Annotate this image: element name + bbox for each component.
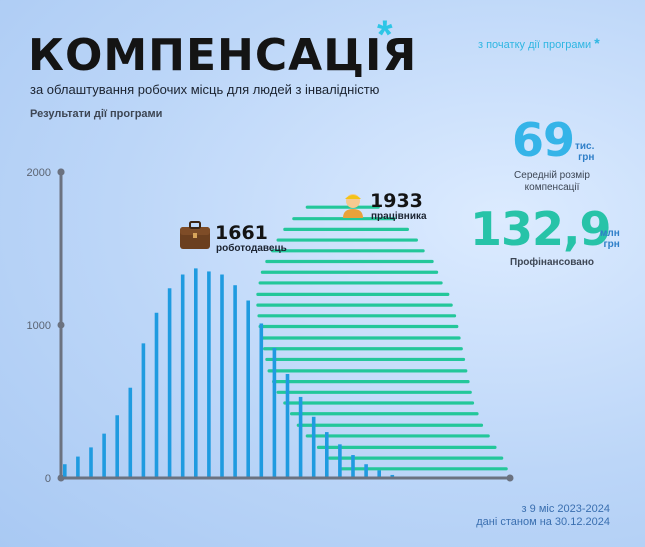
workers-bar	[265, 259, 434, 264]
workers-bar	[267, 369, 468, 373]
footer-period: з 9 міс 2023-2024	[521, 503, 610, 515]
employers-bar	[207, 271, 211, 478]
since-label: з початку дії програми	[478, 39, 592, 51]
funded-unit: млн грн	[600, 228, 620, 250]
funded-label: Профінансовано	[510, 257, 594, 268]
workers-bar	[260, 336, 461, 340]
employers-bar	[285, 373, 290, 478]
workers-label: працівника	[371, 211, 427, 222]
employers-bar	[115, 415, 119, 478]
employers-bar	[76, 456, 80, 478]
employers-bar	[298, 396, 303, 478]
employers-bar	[377, 470, 381, 478]
title-asterisk: *	[377, 13, 393, 57]
employers-bar	[390, 474, 395, 478]
employers-bar	[364, 464, 368, 478]
employers-bar	[180, 274, 185, 478]
since-asterisk: *	[594, 35, 600, 51]
employers-bar	[128, 387, 133, 478]
employers-bar	[259, 323, 264, 478]
workers-series	[256, 205, 508, 471]
y-ticks: 0 1000 2000	[27, 167, 65, 485]
workers-bar	[328, 456, 504, 460]
avg-label-line1: Середній розмір	[514, 170, 590, 181]
employers-bar	[338, 444, 342, 478]
workers-bar	[276, 238, 418, 242]
employers-bar	[167, 288, 172, 478]
employers-bar	[141, 343, 146, 478]
page-subtitle: за облаштування робочих місць для людей …	[30, 82, 380, 97]
workers-bar	[258, 324, 459, 329]
funded-value: 132,9	[470, 202, 612, 256]
employers-total: 1661	[215, 222, 268, 244]
employers-bar	[351, 455, 355, 478]
workers-bar	[296, 423, 484, 427]
worker-person-icon	[343, 194, 363, 218]
footer-date: дані станом на 30.12.2024	[476, 516, 610, 528]
workers-bar	[263, 347, 463, 351]
workers-bar	[283, 401, 475, 405]
x-axis-end-dot	[506, 474, 514, 482]
employers-bar	[325, 432, 329, 478]
workers-bar	[305, 205, 380, 209]
y-tick-label: 0	[45, 473, 51, 485]
section-label: Результати дії програми	[30, 108, 163, 120]
workers-bar	[265, 357, 466, 362]
page-title: КОМПЕНСАЦІЯ	[28, 30, 418, 81]
workers-bar	[316, 445, 497, 449]
workers-bar	[270, 249, 425, 253]
avg-compensation-unit: тис. грн	[575, 141, 594, 163]
workers-bar	[276, 390, 472, 394]
workers-bar	[260, 270, 439, 274]
employers-bar	[154, 312, 159, 478]
funded-unit-line1: млн	[600, 228, 620, 239]
workers-bar	[305, 434, 490, 438]
workers-bar	[257, 314, 457, 318]
avg-compensation-label: Середній розмір компенсації	[497, 170, 607, 194]
employers-bar	[233, 285, 237, 478]
workers-bar	[339, 467, 508, 471]
funded-unit-line2: грн	[603, 239, 620, 250]
employers-bar	[63, 464, 67, 478]
workers-bar	[256, 292, 450, 296]
workers-bar	[292, 217, 396, 221]
avg-unit-line1: тис.	[575, 141, 595, 152]
y-tick-label: 1000	[27, 320, 51, 332]
workers-total: 1933	[370, 190, 423, 212]
footer-note: з 9 міс 2023-2024 дані станом на 30.12.2…	[476, 503, 610, 529]
avg-compensation-value: 69	[512, 113, 575, 167]
briefcase-icon	[180, 221, 210, 249]
employers-bar	[311, 416, 316, 478]
employers-series	[63, 268, 395, 478]
workers-bar	[256, 303, 453, 307]
workers-bar	[289, 412, 479, 416]
axes	[57, 168, 514, 482]
since-program-start: з початку дії програми *	[478, 35, 600, 51]
workers-bar	[272, 380, 470, 384]
employers-bar	[89, 447, 93, 478]
y-axis-end-dot	[57, 168, 65, 176]
employers-bar	[246, 300, 250, 478]
workers-bar	[258, 281, 443, 285]
employers-bar	[272, 347, 277, 478]
y-tick-label: 2000	[27, 167, 51, 179]
employers-bar	[220, 274, 224, 478]
avg-label-line2: компенсації	[524, 182, 580, 193]
workers-bar	[283, 227, 409, 231]
employers-bar	[102, 433, 106, 478]
employers-bar	[194, 268, 198, 478]
employers-label: роботодавець	[216, 242, 287, 254]
avg-unit-line2: грн	[578, 152, 595, 163]
